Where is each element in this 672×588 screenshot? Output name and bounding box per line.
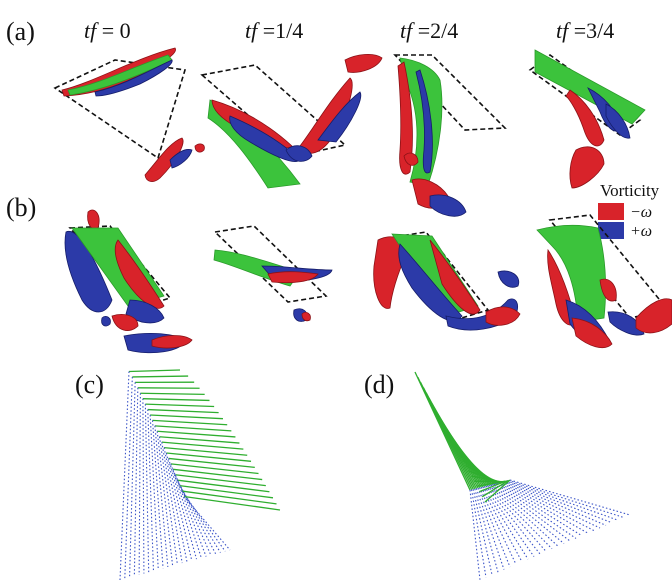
time-label-2: tf =2/4 <box>400 18 458 43</box>
filament-d-dotted-segment <box>498 482 589 534</box>
filament-d-dotted-segment <box>485 485 541 555</box>
filament-c-solid-segment <box>145 403 215 408</box>
filament-c-solid-segment <box>161 441 244 450</box>
legend-label-positive: +ω <box>630 223 652 240</box>
filament-d-dotted-segment <box>479 487 517 565</box>
vortex-a-t2 <box>393 54 507 217</box>
filament-c-solid-segment <box>170 463 259 475</box>
time-label-1: tf =1/4 <box>245 18 303 43</box>
filament-c-dotted-segment <box>154 425 169 568</box>
filament-d-solid-segment <box>484 479 511 503</box>
filament-c-dotted-segment <box>163 447 188 562</box>
filament-d-dotted-segment <box>483 486 535 557</box>
vorticity-legend: Vorticity −ω +ω <box>598 181 660 240</box>
filament-d-dotted-segment <box>505 480 613 524</box>
filament-c-dotted-segment <box>172 469 207 557</box>
filament-d-dotted-segment <box>490 484 559 547</box>
filament-d-dotted-segment <box>508 479 625 519</box>
filament-c-solid-segment <box>175 474 266 487</box>
panel-label-b: (b) <box>6 193 36 222</box>
filament-c-solid-segment <box>172 468 263 481</box>
filament-c-dotted-segment <box>133 387 139 577</box>
filament-c-solid-segment <box>140 392 205 395</box>
filament-d-dotted-segment <box>493 483 571 542</box>
filament-c-solid-segment <box>166 452 252 462</box>
filament-d-dotted-segment <box>475 488 505 570</box>
filament-c-dotted-segment <box>138 393 141 575</box>
filament-d-dotted-segment <box>492 483 565 545</box>
filament-c-dotted-segment <box>147 409 155 571</box>
filament-c-solid-segment <box>147 408 219 414</box>
filament-d-dotted-segment <box>500 481 595 532</box>
vortex-a-t3 <box>528 49 646 189</box>
filament-c-solid-segment <box>164 446 248 456</box>
filament-d-dotted-segment <box>506 480 619 521</box>
filament-c-solid-segment <box>159 436 240 444</box>
filament-c-solid-segment <box>152 419 228 426</box>
filament-d-dotted-segment <box>503 481 607 526</box>
filament-c-dotted-segment <box>183 496 231 551</box>
vortex-b-t0 <box>64 209 193 354</box>
filament-d-dotted-segment <box>501 481 601 529</box>
legend-swatch-positive <box>598 222 624 239</box>
filament-c-solid-segment <box>183 495 281 511</box>
filament-c-dotted-segment <box>158 436 178 565</box>
filament-c-dotted-segment <box>170 463 202 558</box>
vortex-b-t3 <box>536 214 672 349</box>
filament-d-dotted-segment <box>477 487 511 568</box>
filament-d-solid-segment <box>479 480 508 493</box>
filament-d-solid-segment <box>481 479 509 498</box>
filament-c-dotted-segment <box>176 479 217 555</box>
vortex-b-t1 <box>213 225 333 322</box>
filament-c-solid-segment <box>177 479 270 493</box>
filament-traces-d <box>414 371 631 581</box>
filament-d-dotted-segment <box>488 484 553 550</box>
filament-traces-c <box>119 369 281 581</box>
filament-d-dotted-segment <box>469 489 481 581</box>
filament-d-dotted-segment <box>471 489 487 578</box>
filament-c-solid-segment <box>132 375 189 378</box>
vortex-a-t0 <box>53 47 205 182</box>
filament-d-dotted-segment <box>482 486 529 560</box>
filament-c-dotted-segment <box>181 490 226 552</box>
filament-c-solid-segment <box>168 457 255 469</box>
filament-c-solid-segment <box>179 484 274 499</box>
filament-c-dotted-segment <box>129 382 136 578</box>
filament-c-solid-segment <box>128 369 181 373</box>
panel-label-c: (c) <box>75 370 104 399</box>
filament-c-dotted-segment <box>119 371 130 581</box>
legend-swatch-negative <box>598 203 624 220</box>
legend-title: Vorticity <box>600 181 660 200</box>
panel-label-a: (a) <box>6 17 35 46</box>
filament-c-dotted-segment <box>149 414 159 570</box>
filament-c-solid-segment <box>181 490 277 505</box>
filament-c-dotted-segment <box>151 420 164 569</box>
filament-c-solid-segment <box>154 425 232 432</box>
filament-c-dotted-segment <box>142 398 145 574</box>
filament-c-solid-segment <box>142 398 210 402</box>
filament-c-dotted-segment <box>168 458 198 560</box>
filament-d-dotted-segment <box>472 489 493 575</box>
filament-d-solid-segment <box>476 480 506 488</box>
time-label-0: tf = 0 <box>84 18 131 43</box>
filament-c-dotted-segment <box>156 431 174 566</box>
vortex-a-t1 <box>200 54 383 189</box>
filament-d-dotted-segment <box>480 486 523 563</box>
filament-c-solid-segment <box>157 430 236 438</box>
time-label-3: tf =3/4 <box>556 18 614 43</box>
filament-c-dotted-segment <box>124 376 133 579</box>
filament-c-solid-segment <box>150 414 223 420</box>
panel-label-d: (d) <box>364 370 394 399</box>
filament-d-dotted-segment <box>509 479 631 516</box>
filament-d-dotted-segment <box>495 483 577 539</box>
vortex-b-t2 <box>373 231 521 331</box>
legend-label-negative: −ω <box>630 204 652 221</box>
